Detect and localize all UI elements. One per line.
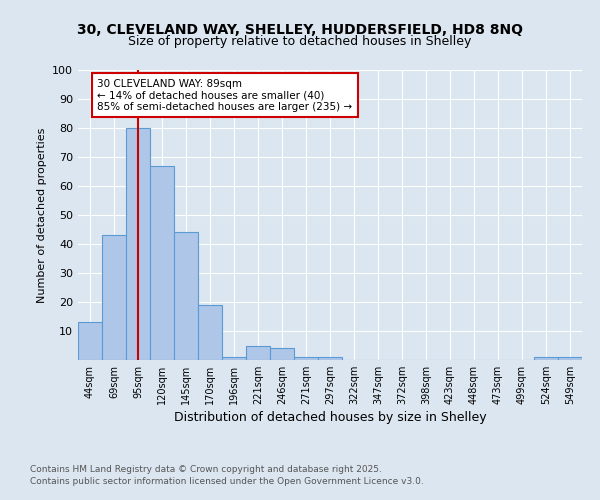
X-axis label: Distribution of detached houses by size in Shelley: Distribution of detached houses by size … [173, 411, 487, 424]
Bar [318, 357, 342, 360]
Text: Size of property relative to detached houses in Shelley: Size of property relative to detached ho… [128, 35, 472, 48]
Bar [270, 348, 294, 360]
Bar [126, 128, 150, 360]
Bar [558, 357, 582, 360]
Bar [150, 166, 174, 360]
Text: Contains public sector information licensed under the Open Government Licence v3: Contains public sector information licen… [30, 476, 424, 486]
Bar [198, 305, 222, 360]
Text: Contains HM Land Registry data © Crown copyright and database right 2025.: Contains HM Land Registry data © Crown c… [30, 466, 382, 474]
Bar [102, 236, 126, 360]
Bar [246, 346, 270, 360]
Bar [534, 357, 558, 360]
Text: 30 CLEVELAND WAY: 89sqm
← 14% of detached houses are smaller (40)
85% of semi-de: 30 CLEVELAND WAY: 89sqm ← 14% of detache… [97, 78, 352, 112]
Bar [174, 232, 198, 360]
Text: 30, CLEVELAND WAY, SHELLEY, HUDDERSFIELD, HD8 8NQ: 30, CLEVELAND WAY, SHELLEY, HUDDERSFIELD… [77, 22, 523, 36]
Y-axis label: Number of detached properties: Number of detached properties [37, 128, 47, 302]
Bar [222, 357, 246, 360]
Bar [294, 357, 318, 360]
Bar [78, 322, 102, 360]
